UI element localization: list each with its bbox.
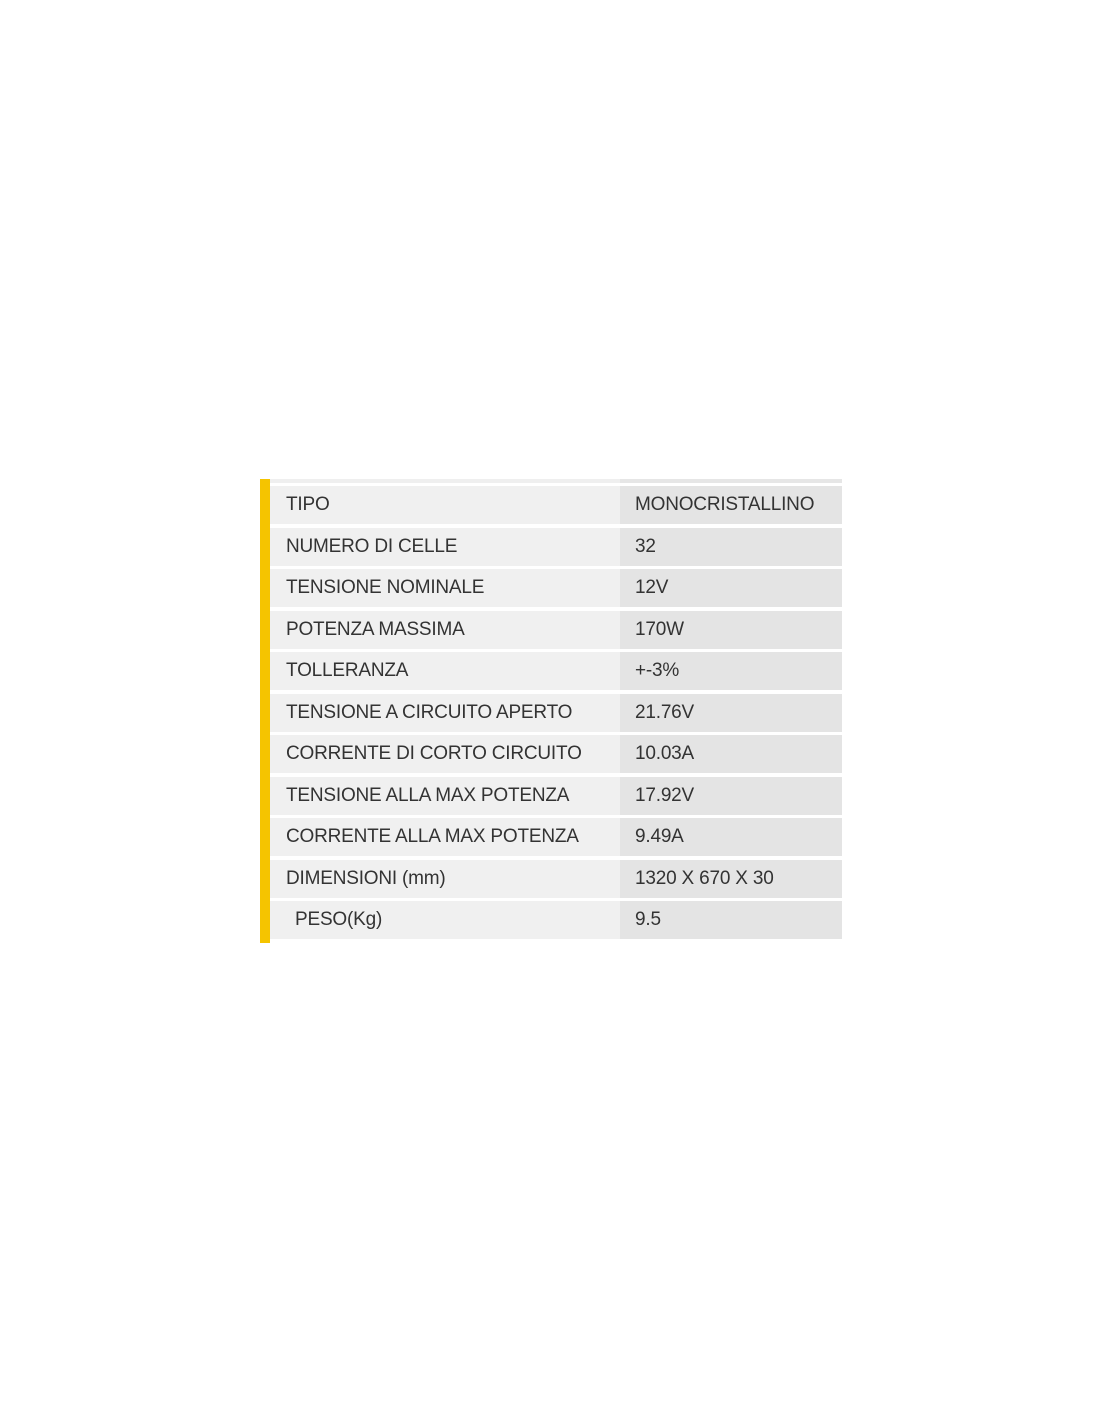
spec-rows: TIPO MONOCRISTALLINO NUMERO DI CELLE 32 TENS…: [270, 486, 842, 943]
table-row: TENSIONE NOMINALE 12V: [270, 569, 842, 607]
spec-label: TENSIONE A CIRCUITO APERTO: [270, 693, 620, 732]
spec-value: 9.49A: [620, 818, 842, 856]
spec-label: TOLLERANZA: [270, 652, 620, 690]
spec-label: PESO(Kg): [270, 901, 620, 939]
table-row: CORRENTE ALLA MAX POTENZA 9.49A: [270, 818, 842, 856]
spec-value: 170W: [620, 610, 842, 649]
spec-value: 17.92V: [620, 776, 842, 815]
spec-value: 32: [620, 527, 842, 566]
table-row: DIMENSIONI (mm) 1320 X 670 X 30: [270, 859, 842, 898]
spec-value: 9.5: [620, 901, 842, 939]
spec-value: 1320 X 670 X 30: [620, 859, 842, 898]
table-row: CORRENTE DI CORTO CIRCUITO 10.03A: [270, 735, 842, 773]
spec-label: DIMENSIONI (mm): [270, 859, 620, 898]
spec-label: TENSIONE NOMINALE: [270, 569, 620, 607]
table-row: TENSIONE ALLA MAX POTENZA 17.92V: [270, 776, 842, 815]
spec-label: NUMERO DI CELLE: [270, 527, 620, 566]
spec-value: 12V: [620, 569, 842, 607]
accent-bar: [260, 479, 270, 943]
spec-label: CORRENTE ALLA MAX POTENZA: [270, 818, 620, 856]
table-top-border: [270, 479, 842, 483]
spec-label: TIPO: [270, 486, 620, 524]
spec-label: POTENZA MASSIMA: [270, 610, 620, 649]
table-row: POTENZA MASSIMA 170W: [270, 610, 842, 649]
table-row: TOLLERANZA +-3%: [270, 652, 842, 690]
table-row: TIPO MONOCRISTALLINO: [270, 486, 842, 524]
table-row: PESO(Kg) 9.5: [270, 901, 842, 939]
spec-value: +-3%: [620, 652, 842, 690]
table-row: TENSIONE A CIRCUITO APERTO 21.76V: [270, 693, 842, 732]
spec-value: MONOCRISTALLINO: [620, 486, 842, 524]
table-row: NUMERO DI CELLE 32: [270, 527, 842, 566]
spec-value: 10.03A: [620, 735, 842, 773]
spec-label: CORRENTE DI CORTO CIRCUITO: [270, 735, 620, 773]
spec-value: 21.76V: [620, 693, 842, 732]
spec-label: TENSIONE ALLA MAX POTENZA: [270, 776, 620, 815]
